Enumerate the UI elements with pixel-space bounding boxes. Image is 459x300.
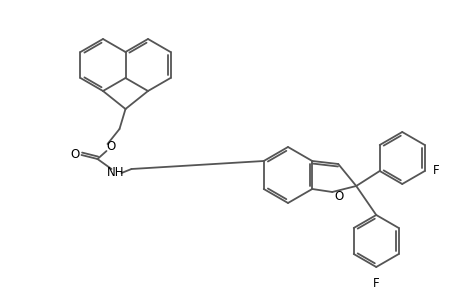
Text: O: O <box>334 190 343 203</box>
Text: F: F <box>372 277 379 290</box>
Text: O: O <box>106 140 116 154</box>
Text: F: F <box>432 164 438 178</box>
Text: O: O <box>71 148 80 161</box>
Text: NH: NH <box>106 167 124 179</box>
